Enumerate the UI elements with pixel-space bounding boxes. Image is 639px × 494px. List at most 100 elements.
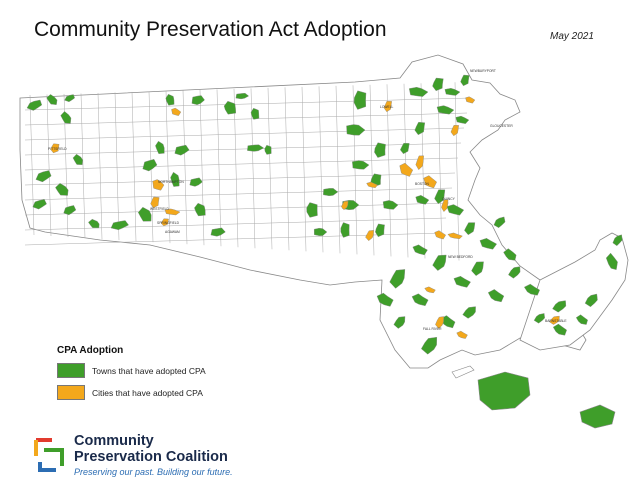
- cpa-city-region: [415, 155, 424, 171]
- cpa-town-region: [552, 323, 567, 336]
- cpa-town-region: [444, 88, 461, 96]
- legend-item-cities: Cities that have adopted CPA: [57, 385, 257, 400]
- cpa-town-region: [479, 238, 497, 250]
- cpa-town-region: [64, 94, 75, 103]
- cpa-town-region: [346, 124, 366, 136]
- cpa-town-region: [46, 94, 58, 105]
- region-label: NORTHAMPTON: [158, 180, 184, 184]
- cpa-town-region: [408, 86, 429, 97]
- cpa-city-region: [424, 286, 436, 294]
- cpa-town-region: [503, 248, 517, 261]
- cpa-city-region: [160, 218, 169, 227]
- cpa-town-region: [353, 90, 367, 110]
- cpa-town-region: [155, 140, 165, 154]
- cpa-town-region: [414, 121, 426, 136]
- cpa-town-region: [352, 160, 370, 170]
- cpa-town-region: [487, 289, 505, 303]
- cpa-town-region: [374, 142, 386, 158]
- cpa-town-region: [194, 202, 206, 217]
- cpa-town-region: [411, 293, 429, 307]
- cpa-town-region: [415, 195, 430, 205]
- cpa-town-region: [174, 144, 190, 156]
- logo-name-line2: Preservation Coalition: [74, 449, 228, 465]
- cpa-city-region: [456, 330, 468, 339]
- region-label: BOSTON: [415, 182, 429, 186]
- cpa-town-region: [471, 261, 484, 276]
- cpa-city-region: [399, 162, 414, 177]
- cpa-town-region: [250, 107, 260, 120]
- cape-cod-outline: [519, 232, 629, 351]
- legend-title: CPA Adoption: [57, 345, 124, 356]
- cpa-town-region: [55, 183, 69, 196]
- cpa-city-region: [434, 230, 446, 240]
- region-label: PITTSFIELD: [48, 147, 67, 151]
- cpa-city-region: [447, 232, 463, 240]
- cpa-town-region: [462, 306, 476, 319]
- cpa-town-region: [453, 275, 471, 288]
- cpa-city-region: [164, 208, 181, 216]
- cpa-town-region: [72, 153, 83, 165]
- cpa-town-region: [432, 77, 444, 92]
- logo-name-line1: Community: [74, 433, 154, 449]
- cpa-town-region: [88, 218, 100, 229]
- logo-tagline: Preserving our past. Building our future…: [74, 467, 233, 477]
- cpa-town-region: [35, 170, 52, 183]
- cpa-town-region: [63, 205, 77, 216]
- region-label: WESTFIELD: [150, 207, 169, 211]
- cpa-city-region: [423, 175, 437, 189]
- cpa-town-region: [605, 252, 618, 270]
- cpa-city-region: [152, 179, 165, 191]
- cpa-town-region: [235, 92, 250, 100]
- cpa-town-region: [170, 171, 180, 187]
- cpa-town-region: [584, 293, 598, 308]
- cpa-town-region: [375, 223, 385, 238]
- cpa-town-region: [421, 336, 438, 355]
- cpa-town-region: [389, 269, 406, 289]
- state-outline: [19, 54, 587, 369]
- cpa-town-region: [60, 111, 72, 124]
- cpa-town-region: [455, 115, 470, 124]
- cpa-town-region: [382, 200, 399, 210]
- cpa-town-region: [493, 216, 506, 228]
- cpa-city-region: [450, 125, 459, 137]
- legend-label-cities: Cities that have adopted CPA: [92, 387, 203, 398]
- cpa-town-region: [436, 105, 455, 115]
- page-title: Community Preservation Act Adoption: [34, 18, 387, 41]
- map-legend: CPA Adoption Towns that have adopted CPA…: [57, 345, 257, 407]
- cpa-town-region: [400, 142, 410, 155]
- cpa-town-region: [165, 93, 175, 106]
- cpa-town-region: [323, 188, 339, 197]
- cpa-city-region: [383, 100, 392, 113]
- cpa-town-region: [210, 227, 226, 237]
- cpa-town-region: [110, 220, 129, 231]
- region-label: LOWELL: [380, 105, 394, 109]
- cpa-town-region: [306, 202, 318, 218]
- cpa-town-region: [393, 316, 406, 329]
- cpa-town-region: [524, 283, 540, 296]
- legend-label-towns: Towns that have adopted CPA: [92, 365, 206, 376]
- coalition-logo: Community Preservation Coalition Preserv…: [30, 430, 260, 480]
- region-label: NEWBURYPORT: [470, 69, 496, 73]
- marthas-vineyard: [477, 371, 531, 411]
- cpa-town-region: [446, 204, 465, 216]
- region-label: QUINCY: [442, 197, 456, 201]
- region-label: FALL RIVER: [423, 327, 442, 331]
- cpa-town-region: [533, 313, 545, 324]
- cpa-town-region: [223, 100, 237, 115]
- cpa-town-region: [432, 254, 447, 271]
- cpa-town-region: [137, 206, 152, 222]
- legend-swatch-cities: [57, 385, 85, 400]
- cpa-city-region: [549, 315, 560, 325]
- region-label: SPRINGFIELD: [157, 221, 180, 225]
- elizabeth-islands: [451, 365, 475, 379]
- cpa-city-region: [150, 196, 160, 209]
- cpa-town-region: [376, 292, 394, 307]
- cpa-town-region: [247, 144, 265, 152]
- cpa-city-region: [441, 199, 449, 213]
- cpa-city-region: [50, 143, 60, 154]
- cpa-city-region: [435, 316, 444, 329]
- cpa-town-region: [508, 266, 521, 279]
- cpa-town-region: [26, 99, 43, 111]
- coalition-logo-icon: [34, 438, 64, 472]
- cpa-city-region: [366, 181, 378, 189]
